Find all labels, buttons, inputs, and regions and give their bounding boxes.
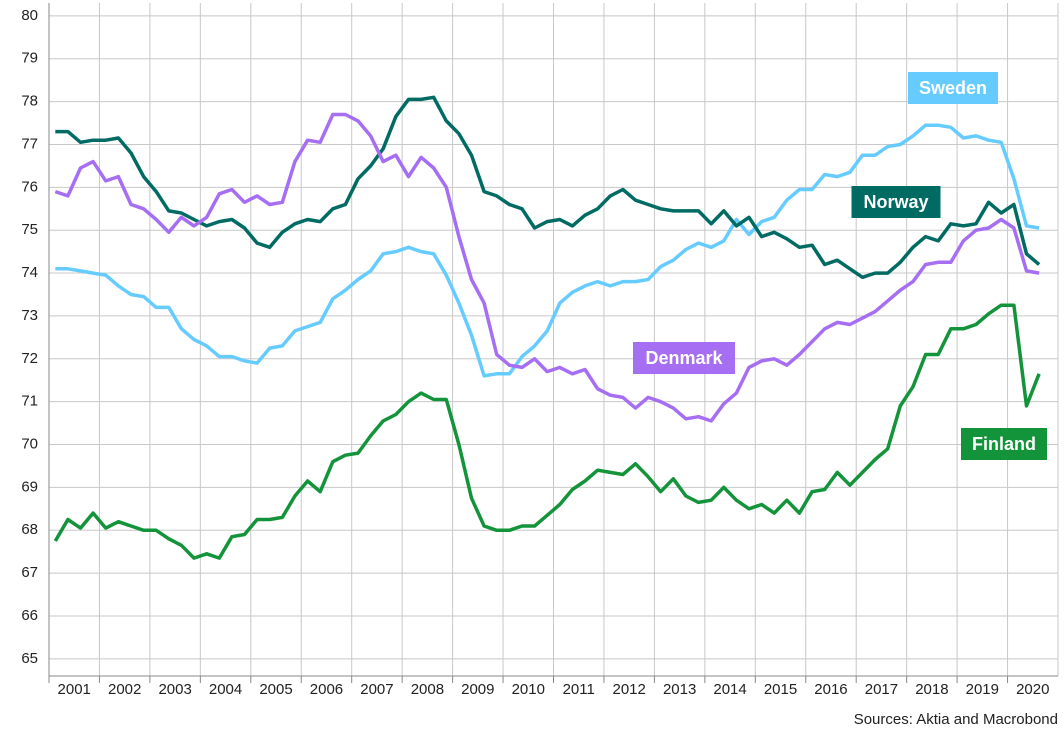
x-tick-label: 2015	[764, 681, 797, 698]
legend-box	[961, 428, 1047, 460]
x-tick-label: 2010	[512, 681, 545, 698]
y-tick-label: 70	[21, 435, 38, 452]
x-tick-label: 2005	[259, 681, 292, 698]
series-line	[55, 95, 1041, 280]
x-tick-label: 2011	[563, 681, 595, 698]
x-tick-label: 2006	[310, 681, 343, 698]
x-tick-label: 2018	[915, 681, 948, 698]
series-line	[55, 123, 1040, 378]
x-tick-label: 2004	[209, 681, 242, 698]
legend-label: Norway	[863, 192, 928, 212]
y-tick-label: 69	[21, 478, 38, 495]
y-tick-label: 72	[21, 350, 38, 367]
y-tick-label: 74	[21, 264, 38, 281]
x-tick-label: 2020	[1016, 681, 1049, 698]
y-tick-label: 77	[21, 135, 38, 152]
y-tick-label: 68	[21, 521, 38, 538]
series-line	[53, 303, 1041, 560]
y-tick-label: 73	[21, 307, 38, 324]
x-tick-label: 2001	[58, 681, 91, 698]
x-tick-label: 2012	[612, 681, 645, 698]
y-tick-label: 78	[21, 93, 38, 110]
legend-label: Denmark	[645, 348, 723, 368]
y-tick-label: 65	[21, 650, 38, 667]
x-tick-label: 2003	[158, 681, 191, 698]
legend-box	[908, 72, 998, 104]
y-tick-label: 75	[21, 221, 38, 238]
legend-label: Finland	[972, 434, 1036, 454]
y-tick-label: 79	[21, 50, 38, 67]
legend-label: Sweden	[919, 78, 987, 98]
x-tick-label: 2014	[713, 681, 746, 698]
series-line	[54, 112, 1040, 423]
x-tick-label: 2019	[966, 681, 999, 698]
x-tick-label: 2013	[663, 681, 696, 698]
legend-box	[633, 342, 735, 374]
legend-box	[851, 186, 941, 218]
y-tick-label: 67	[21, 564, 38, 581]
y-tick-label: 66	[21, 607, 38, 624]
x-tick-label: 2008	[411, 681, 444, 698]
y-tick-label: 80	[21, 7, 38, 24]
y-tick-label: 76	[21, 178, 38, 195]
x-tick-label: 2017	[865, 681, 898, 698]
x-tick-label: 2009	[461, 681, 494, 698]
x-tick-label: 2002	[108, 681, 141, 698]
y-tick-label: 71	[21, 393, 38, 410]
x-tick-label: 2007	[360, 681, 393, 698]
source-note: Sources: Aktia and Macrobond	[854, 711, 1058, 728]
x-tick-label: 2016	[814, 681, 847, 698]
